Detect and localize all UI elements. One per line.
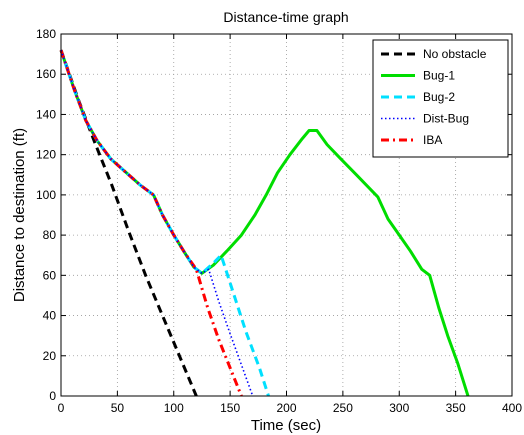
y-tick-label: 0 [49,389,56,403]
series-layer [59,49,470,397]
x-tick-label: 100 [164,401,184,415]
legend-label-dist-bug: Dist-Bug [423,112,469,126]
x-tick-label: 50 [111,401,125,415]
y-tick-label: 60 [43,268,57,282]
axis-ticks: 0 50 100 150 200 250 300 350 400 0 20 40 60 80 100 120 1… [36,27,522,415]
legend-label-bug-2: Bug-2 [423,90,455,104]
x-tick-label: 350 [446,401,466,415]
y-tick-label: 140 [36,107,56,121]
x-axis-label: Time (sec) [251,417,321,434]
legend-label-bug-1: Bug-1 [423,69,455,83]
y-tick-label: 120 [36,148,56,162]
y-tick-label: 80 [43,228,57,242]
x-tick-label: 300 [389,401,409,415]
y-tick-label: 160 [36,67,56,81]
y-axis-label: Distance to destination (ft) [11,128,28,302]
x-tick-label: 250 [333,401,353,415]
legend-label-iba: IBA [423,133,442,147]
legend-label-no-obstacle: No obstacle [423,47,487,61]
series-line-iba [59,49,243,397]
x-tick-label: 150 [220,401,240,415]
y-tick-label: 180 [36,27,56,41]
y-tick-label: 100 [36,188,56,202]
y-tick-label: 20 [43,349,57,363]
x-tick-label: 0 [58,401,65,415]
series-line-dist-bug [60,49,254,397]
y-tick-label: 40 [43,309,57,323]
x-tick-label: 400 [502,401,522,415]
x-tick-label: 200 [276,401,296,415]
chart-title: Distance-time graph [223,9,348,25]
legend: No obstacle Bug-1 Bug-2 Dist-Bug IBA [372,39,509,158]
